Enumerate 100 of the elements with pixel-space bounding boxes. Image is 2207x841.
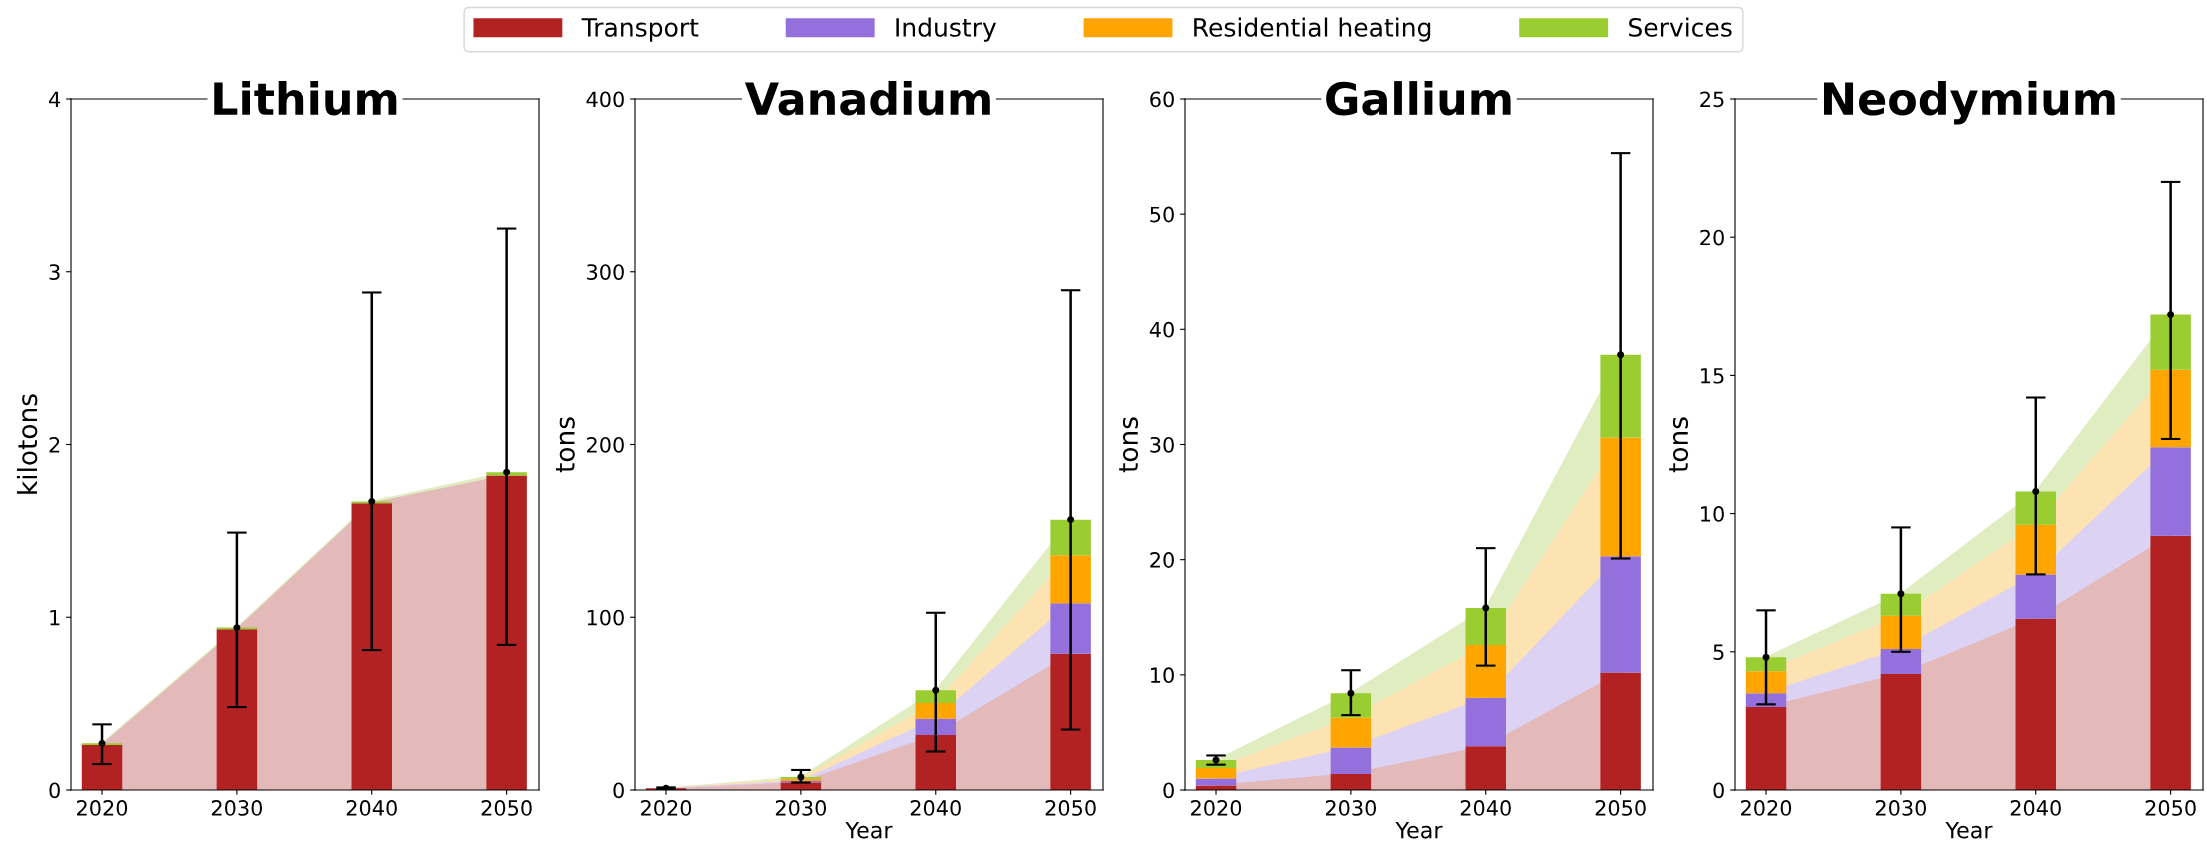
bar <box>1745 707 1787 790</box>
x-tick-label: 2050 <box>1045 800 1096 816</box>
bar <box>2015 491 2056 525</box>
bar <box>1600 437 1641 557</box>
point <box>2167 311 2175 319</box>
bar <box>1880 673 1922 790</box>
bar <box>2150 447 2191 536</box>
bar <box>1600 672 1641 790</box>
bar <box>915 718 956 735</box>
y-tick-label: 3 <box>49 264 60 280</box>
x-tick-label: 2040 <box>346 800 397 816</box>
bar <box>1880 649 1922 674</box>
x-axis-title: Year <box>1945 821 1993 839</box>
x-tick-label: 2030 <box>775 800 827 816</box>
point <box>233 624 241 632</box>
y-tick-label: 2 <box>49 436 60 453</box>
bar <box>1745 671 1787 694</box>
y-tick-label: 20 <box>1700 229 1724 246</box>
y-tick-label: 50 <box>1150 206 1174 223</box>
bar <box>1330 747 1372 774</box>
x-tick-label: 2030 <box>1325 800 1377 816</box>
x-tick-label: 2030 <box>211 800 263 816</box>
y-tick-label: 15 <box>1701 368 1724 384</box>
x-tick-label: 2050 <box>1595 800 1646 816</box>
y-axis-title: tons <box>1669 417 1689 473</box>
bar <box>1880 615 1922 650</box>
y-tick-label: 20 <box>1150 552 1174 568</box>
legend-label: Services <box>1629 17 1732 37</box>
bar <box>915 702 956 719</box>
bar <box>1195 768 1237 779</box>
point <box>1897 590 1905 598</box>
point <box>1347 689 1355 697</box>
point <box>503 468 511 476</box>
y-tick-label: 25 <box>1700 91 1724 108</box>
x-tick-label: 2030 <box>1875 800 1927 816</box>
chart-title: Lithium <box>214 81 397 116</box>
bar <box>915 690 956 703</box>
chart-title: Gallium <box>1326 81 1511 116</box>
point <box>2032 488 2040 495</box>
y-tick-label: 0 <box>1163 782 1174 799</box>
legend-label: Transport <box>581 18 699 42</box>
bar <box>351 503 392 790</box>
bar <box>1465 608 1506 645</box>
chart-title: Neodymium <box>1824 81 2115 125</box>
point <box>797 773 805 781</box>
bar <box>1330 717 1372 748</box>
bar <box>2015 524 2056 575</box>
y-tick-label: 40 <box>1149 321 1174 338</box>
bar <box>486 475 527 790</box>
bar <box>1600 556 1641 673</box>
bar <box>1050 603 1091 654</box>
legend-label: Industry <box>896 17 997 42</box>
bar <box>1600 354 1641 438</box>
point <box>1617 351 1625 359</box>
x-axis-title: Year <box>1395 821 1443 839</box>
y-tick-label: 300 <box>587 264 624 280</box>
bar <box>1050 555 1091 604</box>
bar <box>2150 314 2191 370</box>
point <box>1762 653 1770 661</box>
x-tick-label: 2020 <box>77 800 128 816</box>
bar <box>1465 746 1506 790</box>
bar <box>1330 773 1372 790</box>
point <box>932 686 940 694</box>
bar <box>2015 618 2056 790</box>
y-axis-title: tons <box>1119 417 1139 473</box>
bar <box>2150 535 2191 790</box>
bar <box>2015 574 2056 619</box>
y-axis-title: tons <box>555 417 575 473</box>
x-tick-label: 2040 <box>2010 800 2061 816</box>
bar <box>1050 653 1091 790</box>
y-tick-label: 30 <box>1150 436 1174 453</box>
y-tick-label: 0 <box>1713 782 1724 799</box>
bar <box>915 734 956 790</box>
point <box>98 739 106 747</box>
x-tick-label: 2020 <box>1191 800 1242 816</box>
point <box>1482 604 1490 612</box>
bar <box>1465 697 1506 747</box>
bar <box>81 745 123 790</box>
point <box>1067 516 1075 524</box>
bar <box>1465 644 1506 698</box>
bar <box>1745 657 1787 672</box>
chart-title: Vanadium <box>744 81 990 116</box>
point <box>368 498 376 505</box>
bar <box>1195 778 1237 786</box>
y-tick-label: 1 <box>50 609 60 626</box>
bar <box>1880 593 1922 616</box>
y-tick-label: 4 <box>49 91 61 107</box>
y-tick-label: 5 <box>1713 644 1724 661</box>
x-axis-title: Year <box>845 821 893 839</box>
bar <box>1050 519 1091 556</box>
y-axis-title: kilotons <box>16 394 38 494</box>
x-tick-label: 2040 <box>1460 800 1511 816</box>
y-tick-label: 200 <box>587 436 624 453</box>
y-tick-label: 10 <box>1151 667 1174 684</box>
y-tick-label: 0 <box>49 782 60 799</box>
y-tick-label: 10 <box>1701 506 1724 522</box>
x-tick-label: 2050 <box>481 800 532 816</box>
x-tick-label: 2020 <box>1741 800 1792 816</box>
legend-label: Residential heating <box>1194 17 1431 42</box>
x-tick-label: 2020 <box>641 800 692 816</box>
